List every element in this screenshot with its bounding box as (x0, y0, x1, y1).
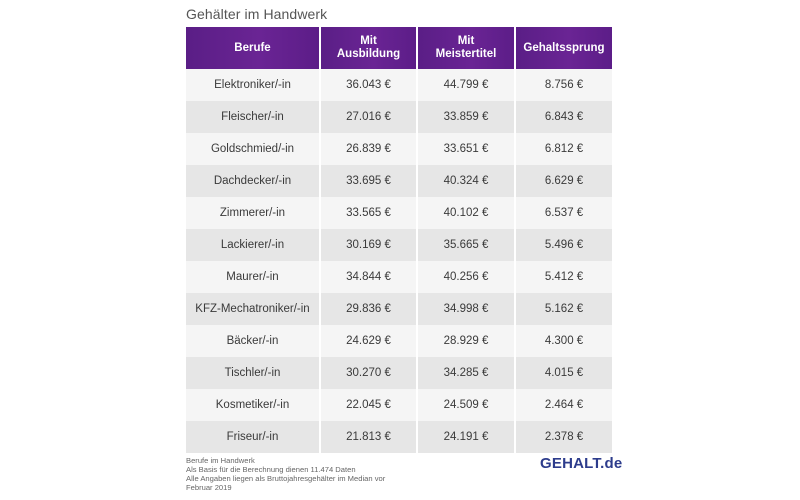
column-header-2: Mit Ausbildung (319, 27, 416, 69)
value-cell: 6.537 € (514, 197, 612, 229)
table-row: Tischler/-in 30.270 €34.285 €4.015 € (186, 357, 612, 389)
value-cell: 22.045 € (319, 389, 416, 421)
value-cell: 30.169 € (319, 229, 416, 261)
value-cell: 33.695 € (319, 165, 416, 197)
value-cell: 34.998 € (416, 293, 514, 325)
value-cell: 8.756 € (514, 69, 612, 101)
value-cell: 24.191 € (416, 421, 514, 453)
table-row: Elektroniker/-in 36.043 €44.799 €8.756 € (186, 69, 612, 101)
profession-cell: Friseur/-in (226, 431, 279, 443)
value-cell: 29.836 € (319, 293, 416, 325)
value-cell: 5.412 € (514, 261, 612, 293)
value-cell: 24.509 € (416, 389, 514, 421)
profession-cell: Dachdecker/-in (213, 175, 292, 187)
value-cell: 6.629 € (514, 165, 612, 197)
table-row: Bäcker/-in 24.629 €28.929 €4.300 € (186, 325, 612, 357)
footer-line-3: Alle Angaben liegen als Bruttojahresgehä… (186, 474, 386, 483)
column-header-1: Berufe (186, 27, 319, 69)
profession-cell: Lackierer/-in (220, 239, 285, 251)
value-cell: 30.270 € (319, 357, 416, 389)
profession-cell: Elektroniker/-in (214, 79, 291, 91)
profession-cell: Bäcker/-in (226, 335, 279, 347)
value-cell: 44.799 € (416, 69, 514, 101)
footer-line-2: Als Basis für die Berechnung dienen 11.4… (186, 465, 356, 474)
value-cell: 2.378 € (514, 421, 612, 453)
column-header-4: Gehaltssprung (514, 27, 612, 69)
value-cell: 6.843 € (514, 101, 612, 133)
value-cell: 6.812 € (514, 133, 612, 165)
profession-cell: KFZ-Mechatroniker/-in (195, 303, 310, 315)
table-header: Berufe Mit Ausbildung Mit Meistertitel Gehalt… (186, 27, 612, 69)
table-row: KFZ-Mechatroniker/-in 29.836 €34.998 €5.1… (186, 293, 612, 325)
value-cell: 24.629 € (319, 325, 416, 357)
value-cell: 35.665 € (416, 229, 514, 261)
value-cell: 5.162 € (514, 293, 612, 325)
value-cell: 21.813 € (319, 421, 416, 453)
value-cell: 40.102 € (416, 197, 514, 229)
value-cell: 28.929 € (416, 325, 514, 357)
value-cell: 36.043 € (319, 69, 416, 101)
table-body: Elektroniker/-in 36.043 €44.799 €8.756 € F… (186, 69, 612, 453)
profession-cell: Goldschmied/-in (210, 143, 295, 155)
value-cell: 33.651 € (416, 133, 514, 165)
table-row: Goldschmied/-in 26.839 €33.651 €6.812 € (186, 133, 612, 165)
salary-table: Berufe Mit Ausbildung Mit Meistertitel Gehalt… (186, 27, 612, 453)
value-cell: 4.015 € (514, 357, 612, 389)
value-cell: 33.565 € (319, 197, 416, 229)
profession-cell: Fleischer/-in (221, 111, 284, 123)
table-row: Friseur/-in 21.813 €24.191 €2.378 € (186, 421, 612, 453)
footer-line-4: Februar 2019 (186, 483, 232, 492)
profession-cell: Kosmetiker/-in (215, 399, 290, 411)
value-cell: 5.496 € (514, 229, 612, 261)
footer-notes: Berufe im Handwerk Als Basis für die Ber… (186, 456, 426, 492)
table-row: Zimmerer/-in 33.565 €40.102 €6.537 € (186, 197, 612, 229)
value-cell: 2.464 € (514, 389, 612, 421)
value-cell: 40.324 € (416, 165, 514, 197)
value-cell: 34.844 € (319, 261, 416, 293)
table-row: Lackierer/-in 30.169 €35.665 €5.496 € (186, 229, 612, 261)
chart-title: Gehälter im Handwerk (186, 6, 328, 22)
table-row: Dachdecker/-in 33.695 €40.324 €6.629 € (186, 165, 612, 197)
value-cell: 40.256 € (416, 261, 514, 293)
value-cell: 27.016 € (319, 101, 416, 133)
footer-line-1: Berufe im Handwerk (186, 456, 255, 465)
profession-cell: Tischler/-in (224, 367, 281, 379)
column-header-3: Mit Meistertitel (416, 27, 514, 69)
table-row: Maurer/-in 34.844 €40.256 €5.412 € (186, 261, 612, 293)
value-cell: 33.859 € (416, 101, 514, 133)
value-cell: 4.300 € (514, 325, 612, 357)
value-cell: 34.285 € (416, 357, 514, 389)
profession-cell: Maurer/-in (226, 271, 279, 283)
table-row: Fleischer/-in 27.016 €33.859 €6.843 € (186, 101, 612, 133)
value-cell: 26.839 € (319, 133, 416, 165)
profession-cell: Zimmerer/-in (219, 207, 286, 219)
brand-logo: GEHALT.de (540, 455, 623, 472)
table-row: Kosmetiker/-in 22.045 €24.509 €2.464 € (186, 389, 612, 421)
